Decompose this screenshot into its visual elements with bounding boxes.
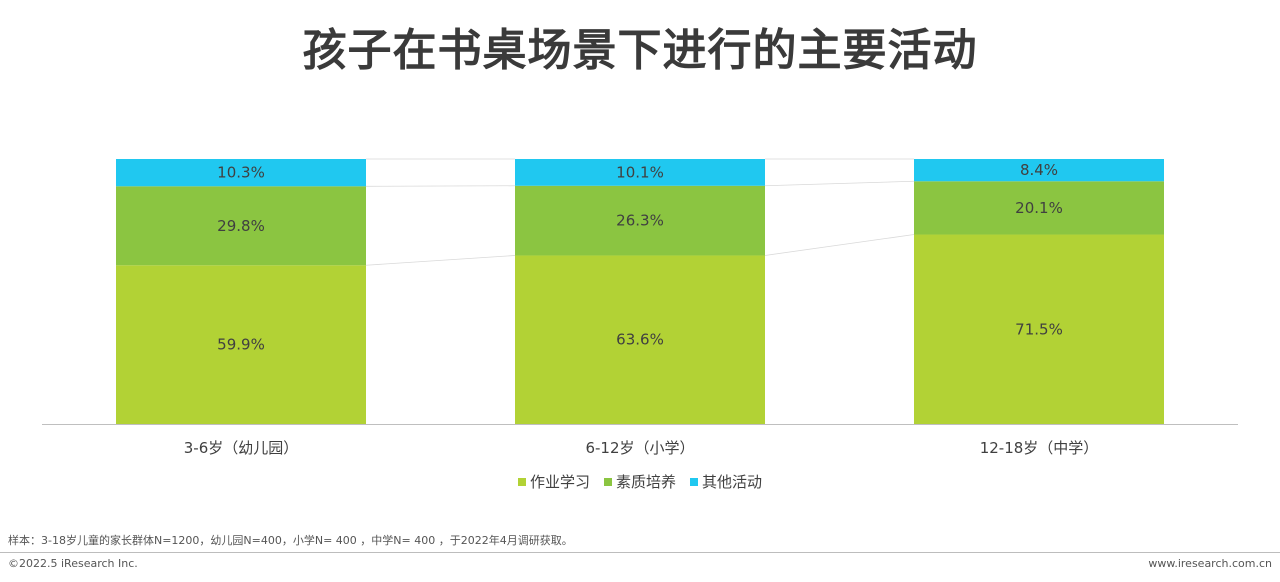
chart-title: 孩子在书桌场景下进行的主要活动: [302, 25, 978, 76]
x-tick-label: 12-18岁（中学）: [980, 439, 1099, 457]
legend-swatch-quality: [603, 477, 612, 486]
series-connector-line: [365, 185, 516, 187]
data-label-homework: 63.6%: [616, 331, 664, 349]
series-connector-line: [365, 255, 516, 266]
bar-segment-homework: [914, 234, 1164, 424]
legend-swatch-other: [690, 477, 698, 486]
series-connector-line: [764, 234, 915, 256]
copyright-text: ©2022.5 iResearch Inc.: [8, 557, 138, 570]
data-label-other: 10.1%: [616, 163, 664, 181]
chart-legend: 作业学习 素质培养 其他活动: [0, 471, 1280, 492]
series-connector-line: [764, 180, 915, 187]
data-label-homework: 59.9%: [217, 336, 265, 354]
legend-label-homework: 作业学习: [529, 473, 590, 491]
data-label-other: 10.3%: [217, 164, 265, 182]
bar-segment-quality: [914, 181, 1164, 235]
bar-segment-quality: [515, 185, 765, 256]
bar-segment-homework: [515, 255, 765, 424]
data-label-homework: 71.5%: [1015, 320, 1063, 338]
bar-segment-other: [515, 159, 765, 186]
bar-segment-homework: [116, 265, 366, 424]
x-tick-label: 6-12岁（小学）: [585, 439, 694, 457]
legend-label-quality: 素质培养: [615, 473, 676, 491]
data-label-quality: 20.1%: [1015, 199, 1063, 217]
bar-segment-other: [914, 159, 1164, 182]
data-label-quality: 26.3%: [616, 212, 664, 230]
x-tick-label: 3-6岁（幼儿园）: [184, 439, 299, 457]
legend-item-homework: 作业学习: [517, 471, 590, 492]
legend-item-quality: 素质培养: [603, 471, 676, 492]
legend-label-other: 其他活动: [702, 473, 763, 491]
sample-note: 样本：3-18岁儿童的家长群体N=1200，幼儿园N=400，小学N= 400 …: [8, 534, 573, 547]
data-label-quality: 29.8%: [217, 217, 265, 235]
data-label-other: 8.4%: [1020, 161, 1058, 179]
footer-divider: [0, 552, 1280, 553]
bar-segment-quality: [116, 186, 366, 266]
legend-swatch-homework: [517, 477, 526, 486]
website-link[interactable]: www.iresearch.com.cn: [1148, 557, 1272, 570]
legend-item-other: 其他活动: [690, 471, 762, 492]
bar-segment-other: [116, 159, 366, 187]
stacked-bar-chart: 59.9% 29.8% 10.3% 3-6岁（幼儿园） 63.6% 26.3% 10.1% 6…: [42, 158, 1238, 457]
